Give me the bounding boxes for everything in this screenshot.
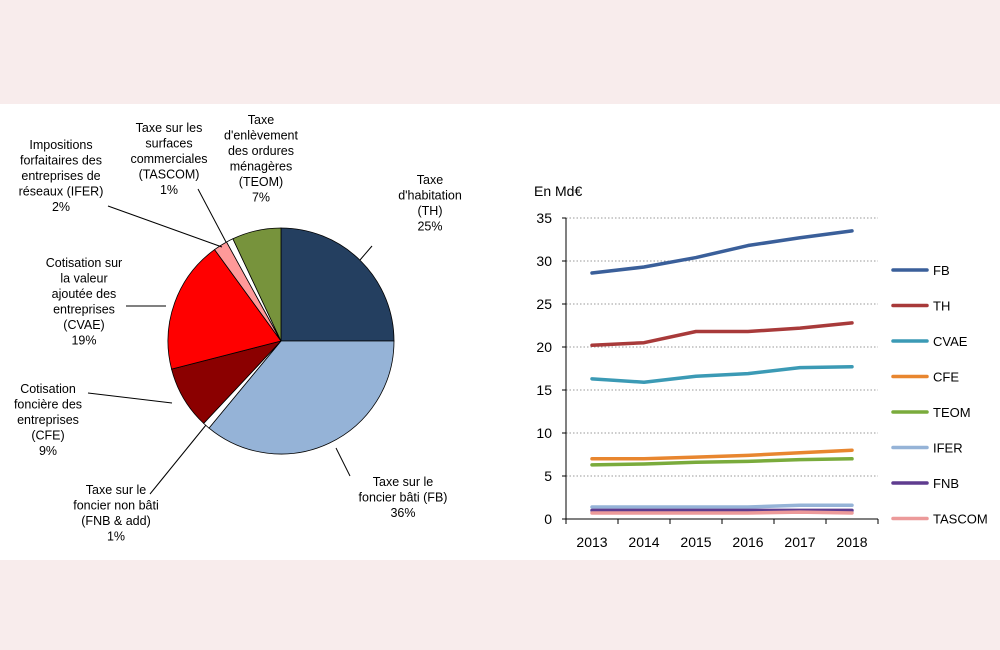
- x-tick-label: 2013: [576, 534, 607, 550]
- series-line-ifer: [590, 503, 854, 509]
- legend-label-ifer: IFER: [933, 441, 963, 456]
- x-tick-label: 2018: [836, 534, 867, 550]
- pie-slice-fb: [208, 340, 395, 455]
- y-tick-label: 5: [544, 468, 552, 484]
- y-tick-label: 15: [536, 382, 552, 398]
- line-chart: En Md€ 0 5 10 15 20 25 30 35 2013 2014 2015 2016 2017…: [534, 183, 988, 550]
- pie-label-fnb: Taxe sur le foncier non bâti (FNB & add) 1%: [73, 483, 158, 544]
- x-tick-label: 2014: [628, 534, 659, 550]
- y-tick-label: 35: [536, 210, 552, 226]
- y-tick-label: 0: [544, 511, 552, 527]
- pie-slice-th: [280, 227, 395, 342]
- pie-label-cfe: Cotisation foncière des entreprises (CFE) 9%: [14, 382, 82, 458]
- leader-line-th: [359, 245, 373, 261]
- series-line-fb: [590, 229, 854, 275]
- series-line-cvae: [590, 365, 854, 385]
- leader-line-fnb: [149, 424, 207, 495]
- x-tick-label: 2015: [680, 534, 711, 550]
- leader-line-ifer: [107, 205, 223, 248]
- legend-label-tascom: TASCOM: [933, 512, 988, 527]
- y-tick-label: 30: [536, 253, 552, 269]
- y-unit-label: En Md€: [534, 183, 582, 199]
- legend-label-cvae: CVAE: [933, 334, 968, 349]
- legend-label-teom: TEOM: [933, 405, 971, 420]
- x-tick-label: 2017: [784, 534, 815, 550]
- pie-label-teom: Taxe d'enlèvement des ordures ménagères (TEO…: [224, 113, 298, 205]
- chart-panel: Taxe d'habitation (TH) 25% Taxe sur le foncie…: [0, 104, 1000, 560]
- series-line-th: [590, 321, 854, 348]
- y-tick-label: 25: [536, 296, 552, 312]
- series-line-tascom: [590, 510, 854, 515]
- charts-svg: Taxe d'habitation (TH) 25% Taxe sur le foncie…: [14, 113, 988, 550]
- pie-labels: Taxe d'habitation (TH) 25% Taxe sur le foncie…: [14, 113, 462, 544]
- series-line-teom: [590, 457, 854, 467]
- y-tick-label: 10: [536, 425, 552, 441]
- pie-slice-teom: [232, 227, 282, 342]
- x-tick-label: 2016: [732, 534, 763, 550]
- pie-slice-cvae: [167, 249, 282, 370]
- legend-label-cfe: CFE: [933, 370, 959, 385]
- pie-chart: [167, 227, 395, 455]
- pie-label-fb: Taxe sur le foncier bâti (FB) 36%: [359, 475, 448, 520]
- leader-line-fb: [335, 447, 351, 477]
- legend-label-fnb: FNB: [933, 476, 959, 491]
- pie-label-tascom: Taxe sur les surfaces commerciales (TASCOM)…: [130, 121, 207, 197]
- legend-label-th: TH: [933, 299, 950, 314]
- y-tick-label: 20: [536, 339, 552, 355]
- leader-line-tascom: [197, 188, 227, 243]
- series-line-cfe: [590, 448, 854, 461]
- pie-label-th: Taxe d'habitation (TH) 25%: [398, 173, 462, 234]
- pie-label-ifer: Impositions forfaitaires des entreprises d…: [19, 138, 104, 214]
- pie-label-cvae: Cotisation sur la valeur ajoutée des entrep…: [46, 256, 122, 348]
- legend-label-fb: FB: [933, 263, 950, 278]
- leader-line-cfe: [87, 392, 173, 404]
